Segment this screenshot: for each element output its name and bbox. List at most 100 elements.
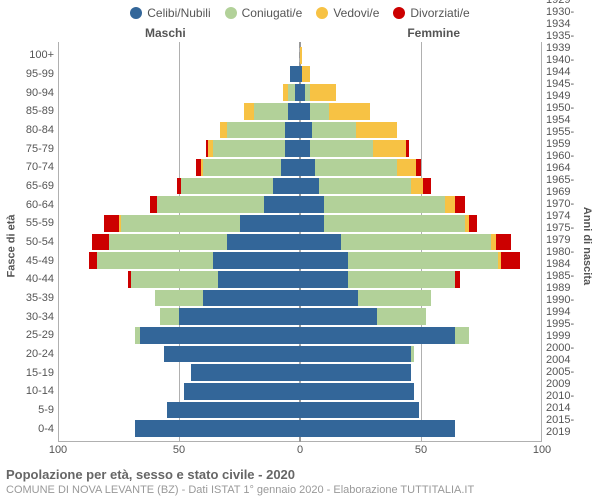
- bar-segment-single: [300, 196, 324, 213]
- pyramid-rows: [58, 42, 542, 442]
- pyramid-row: [58, 233, 542, 252]
- year-label: 1950-1954: [544, 102, 598, 126]
- age-label: 45-49: [2, 251, 56, 270]
- age-label: 0-4: [2, 419, 56, 438]
- bar-male: [58, 47, 300, 64]
- age-label: 20-24: [2, 345, 56, 364]
- age-label: 90-94: [2, 83, 56, 102]
- bar-female: [300, 215, 542, 232]
- header-female: Femmine: [407, 26, 460, 40]
- bar-male: [58, 178, 300, 195]
- bar-segment-single: [281, 159, 300, 176]
- bar-segment-married: [377, 308, 425, 325]
- bar-segment-single: [264, 196, 300, 213]
- bar-segment-married: [455, 327, 470, 344]
- year-label: 2015-2019: [544, 414, 598, 438]
- age-label: 100+: [2, 46, 56, 65]
- bar-segment-single: [300, 346, 411, 363]
- legend: Celibi/Nubili Coniugati/e Vedovi/e Divor…: [0, 6, 600, 20]
- bar-segment-divorced: [89, 252, 96, 269]
- age-label: 60-64: [2, 195, 56, 214]
- pyramid-row: [58, 139, 542, 158]
- age-label: 35-39: [2, 289, 56, 308]
- year-label: 1960-1964: [544, 150, 598, 174]
- bar-female: [300, 327, 542, 344]
- bar-segment-single: [218, 271, 300, 288]
- bar-segment-single: [164, 346, 300, 363]
- bar-male: [58, 140, 300, 157]
- bar-segment-married: [319, 178, 411, 195]
- year-label: 1965-1969: [544, 174, 598, 198]
- bar-segment-widowed: [373, 140, 407, 157]
- bar-segment-widowed: [310, 84, 337, 101]
- bar-segment-single: [285, 140, 300, 157]
- age-label: 50-54: [2, 233, 56, 252]
- pyramid-row: [58, 419, 542, 438]
- pyramid-row: [58, 345, 542, 364]
- bar-segment-single: [179, 308, 300, 325]
- legend-item-divorced: Divorziati/e: [393, 6, 469, 20]
- bar-segment-widowed: [220, 122, 227, 139]
- legend-item-widowed: Vedovi/e: [316, 6, 379, 20]
- chart-subtitle: COMUNE DI NOVA LEVANTE (BZ) - Dati ISTAT…: [6, 483, 594, 498]
- bar-female: [300, 383, 542, 400]
- pyramid-row: [58, 363, 542, 382]
- bar-segment-single: [140, 327, 300, 344]
- pyramid-row: [58, 401, 542, 420]
- bar-female: [300, 178, 542, 195]
- bar-segment-single: [300, 308, 377, 325]
- bar-segment-single: [300, 122, 312, 139]
- bar-female: [300, 290, 542, 307]
- bar-segment-single: [300, 271, 348, 288]
- pyramid-row: [58, 102, 542, 121]
- bar-segment-divorced: [496, 234, 511, 251]
- pyramid-row: [58, 382, 542, 401]
- bar-segment-single: [191, 364, 300, 381]
- pyramid-row: [58, 46, 542, 65]
- pyramid-chart: [58, 42, 542, 442]
- bar-segment-single: [300, 178, 319, 195]
- age-label: 75-79: [2, 139, 56, 158]
- bar-segment-widowed: [356, 122, 397, 139]
- bar-segment-single: [300, 364, 411, 381]
- bar-segment-married: [324, 196, 445, 213]
- year-label: 1955-1959: [544, 126, 598, 150]
- bar-male: [58, 215, 300, 232]
- bar-segment-divorced: [501, 252, 520, 269]
- bar-segment-married: [341, 234, 491, 251]
- bar-segment-single: [167, 402, 300, 419]
- bar-female: [300, 66, 542, 83]
- year-label: 1930-1934: [544, 6, 598, 30]
- pyramid-row: [58, 270, 542, 289]
- legend-label-widowed: Vedovi/e: [333, 6, 379, 20]
- bar-segment-married: [315, 159, 397, 176]
- bar-segment-married: [160, 308, 179, 325]
- legend-swatch-widowed: [316, 7, 328, 19]
- pyramid-row: [58, 195, 542, 214]
- bar-segment-divorced: [416, 159, 421, 176]
- bar-segment-single: [290, 66, 300, 83]
- bar-segment-single: [300, 402, 419, 419]
- year-label: 1975-1979: [544, 222, 598, 246]
- bar-male: [58, 103, 300, 120]
- bar-segment-widowed: [329, 103, 370, 120]
- pyramid-row: [58, 83, 542, 102]
- x-tick: 50: [173, 444, 185, 456]
- bar-male: [58, 346, 300, 363]
- bar-female: [300, 420, 542, 437]
- bar-segment-widowed: [244, 103, 254, 120]
- age-label: 40-44: [2, 270, 56, 289]
- bar-female: [300, 47, 542, 64]
- x-tick: 0: [297, 444, 303, 456]
- bar-male: [58, 159, 300, 176]
- bar-segment-married: [348, 252, 498, 269]
- bar-segment-single: [300, 420, 455, 437]
- bar-male: [58, 252, 300, 269]
- bar-segment-divorced: [406, 140, 408, 157]
- age-label: 25-29: [2, 326, 56, 345]
- bar-segment-married: [109, 234, 228, 251]
- bar-segment-single: [240, 215, 301, 232]
- legend-item-single: Celibi/Nubili: [130, 6, 210, 20]
- bar-female: [300, 308, 542, 325]
- bar-male: [58, 234, 300, 251]
